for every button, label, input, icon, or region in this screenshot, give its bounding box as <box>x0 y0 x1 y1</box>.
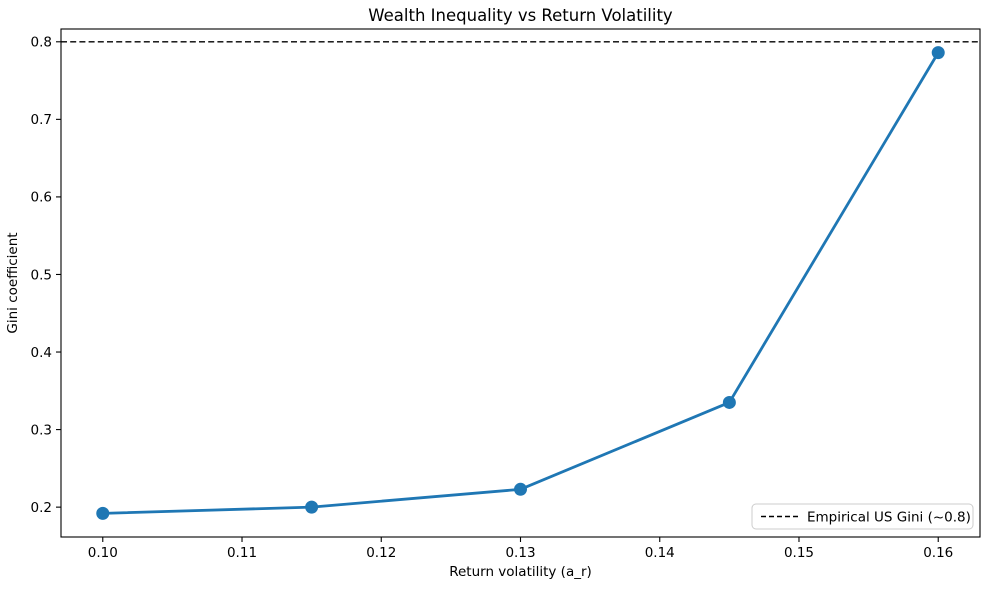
y-axis-label: Gini coefficient <box>5 232 21 333</box>
legend-label: Empirical US Gini (~0.8) <box>807 509 971 525</box>
x-tick-label: 0.13 <box>505 545 535 561</box>
data-point-marker <box>931 46 945 60</box>
y-tick-label: 0.5 <box>31 267 52 283</box>
y-tick-label: 0.8 <box>31 35 52 51</box>
x-tick-label: 0.15 <box>784 545 814 561</box>
data-point-marker <box>305 500 319 514</box>
data-point-marker <box>722 395 736 409</box>
y-tick-label: 0.2 <box>31 500 52 516</box>
y-tick-label: 0.6 <box>31 190 52 206</box>
legend-box <box>751 503 974 530</box>
plot-area <box>61 29 980 537</box>
x-axis-label: Return volatility (a_r) <box>449 564 592 580</box>
x-tick-label: 0.14 <box>645 545 675 561</box>
x-tick-label: 0.11 <box>227 545 257 561</box>
x-tick-label: 0.16 <box>923 545 953 561</box>
y-tick-label: 0.7 <box>31 112 52 128</box>
x-tick-label: 0.12 <box>366 545 396 561</box>
data-point-marker <box>96 506 110 520</box>
chart-title: Wealth Inequality vs Return Volatility <box>368 6 673 25</box>
y-tick-label: 0.3 <box>31 422 52 438</box>
y-tick-label: 0.4 <box>31 345 52 361</box>
data-point-marker <box>514 482 527 496</box>
x-tick-label: 0.10 <box>88 545 118 561</box>
